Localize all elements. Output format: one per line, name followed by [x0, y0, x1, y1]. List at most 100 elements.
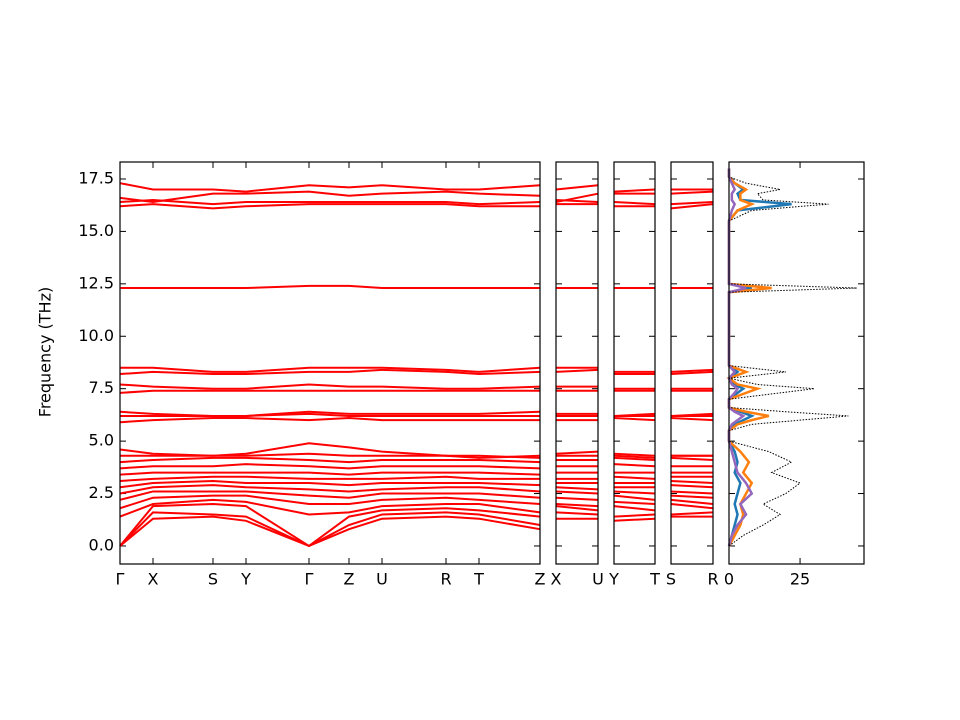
dos-line [728, 168, 857, 547]
band-line [613, 494, 656, 501]
y-tick-label: 17.5 [78, 168, 114, 187]
band-line [119, 498, 541, 518]
x-tick-label: T [473, 570, 484, 589]
band-line [613, 500, 656, 506]
y-tick-label: 5.0 [89, 431, 114, 450]
band-line [613, 490, 656, 495]
band-line [119, 203, 540, 210]
band-line [120, 366, 541, 373]
band-line [670, 498, 714, 506]
band-line [119, 463, 541, 470]
band-line [555, 184, 599, 191]
band-line [670, 479, 714, 485]
band-line [120, 452, 541, 459]
band-line [670, 490, 714, 495]
dos-line [726, 168, 772, 547]
band-line [119, 190, 541, 204]
band-line [613, 517, 656, 522]
y-tick-label: 7.5 [89, 378, 114, 397]
x-tick-label: Γ [305, 570, 314, 589]
band-line [613, 188, 656, 193]
x-tick-label: X [551, 570, 562, 589]
x-tick-label: U [376, 570, 388, 589]
band-line [613, 452, 656, 457]
y-axis-label: Frequency (THz) [36, 287, 55, 417]
x-tick-label: Z [344, 570, 355, 589]
band-line [119, 417, 540, 424]
band-line [555, 192, 599, 204]
x-tick-label: R [707, 570, 718, 589]
x-tick-label: S [208, 570, 218, 589]
band-line [613, 475, 656, 480]
band-line [613, 201, 656, 206]
band-line [555, 496, 599, 501]
band-line [119, 410, 541, 417]
band-line [670, 190, 714, 195]
band-line [670, 494, 714, 499]
x-tick-label: U [592, 570, 604, 589]
y-tick-label: 2.5 [89, 483, 114, 502]
band-line [555, 368, 599, 373]
band-line [119, 484, 541, 495]
band-line [119, 515, 541, 548]
band-line [555, 511, 599, 516]
axes-frame [555, 161, 599, 565]
band-line [670, 201, 714, 206]
band-line [120, 284, 540, 290]
band-line [119, 490, 541, 501]
band-line [613, 454, 656, 459]
x-tick-label: 0 [724, 570, 734, 589]
band-line [119, 475, 540, 482]
band-line [119, 511, 541, 548]
band-line [119, 442, 541, 459]
axes-frame [670, 161, 714, 565]
band-line [613, 417, 656, 422]
band-line [613, 505, 656, 512]
band-line [670, 412, 714, 417]
band-line [613, 456, 656, 461]
band-line [119, 389, 540, 394]
band-line [670, 203, 714, 210]
band-line [119, 471, 541, 476]
band-line [613, 463, 656, 468]
band-line [120, 412, 540, 417]
band-line [119, 383, 541, 390]
x-tick-label: R [440, 570, 451, 589]
band-line [119, 479, 541, 489]
band-line [555, 450, 599, 455]
band-line [670, 511, 714, 516]
band-line [555, 505, 599, 512]
band-line [670, 368, 714, 373]
x-tick-label: Y [240, 570, 251, 589]
y-tick-label: 0.0 [89, 535, 114, 554]
band-line [670, 503, 714, 510]
band-line [119, 368, 541, 376]
band-line [555, 490, 599, 495]
band-line [670, 456, 714, 461]
dos-line [727, 168, 792, 547]
x-tick-label: X [148, 570, 159, 589]
band-line [613, 513, 656, 518]
axes-frame [119, 161, 541, 565]
x-tick-label: T [649, 570, 660, 589]
band-line [555, 503, 599, 508]
band-line [119, 503, 541, 548]
x-tick-label: Γ [116, 570, 125, 589]
band-line [119, 494, 541, 510]
band-line [670, 370, 714, 376]
y-tick-label: 12.5 [78, 273, 114, 292]
x-tick-label: Z [535, 570, 546, 589]
band-line [119, 198, 541, 206]
band-line [613, 412, 656, 417]
x-tick-label: 25 [790, 570, 810, 589]
dos-line [727, 168, 754, 547]
x-tick-label: Y [608, 570, 619, 589]
band-line [119, 456, 541, 464]
band-line [119, 182, 541, 193]
axes-frame [613, 161, 656, 565]
band-line [670, 484, 714, 489]
x-tick-label: S [666, 570, 676, 589]
axes-frame [728, 161, 865, 565]
band-line [555, 486, 599, 491]
